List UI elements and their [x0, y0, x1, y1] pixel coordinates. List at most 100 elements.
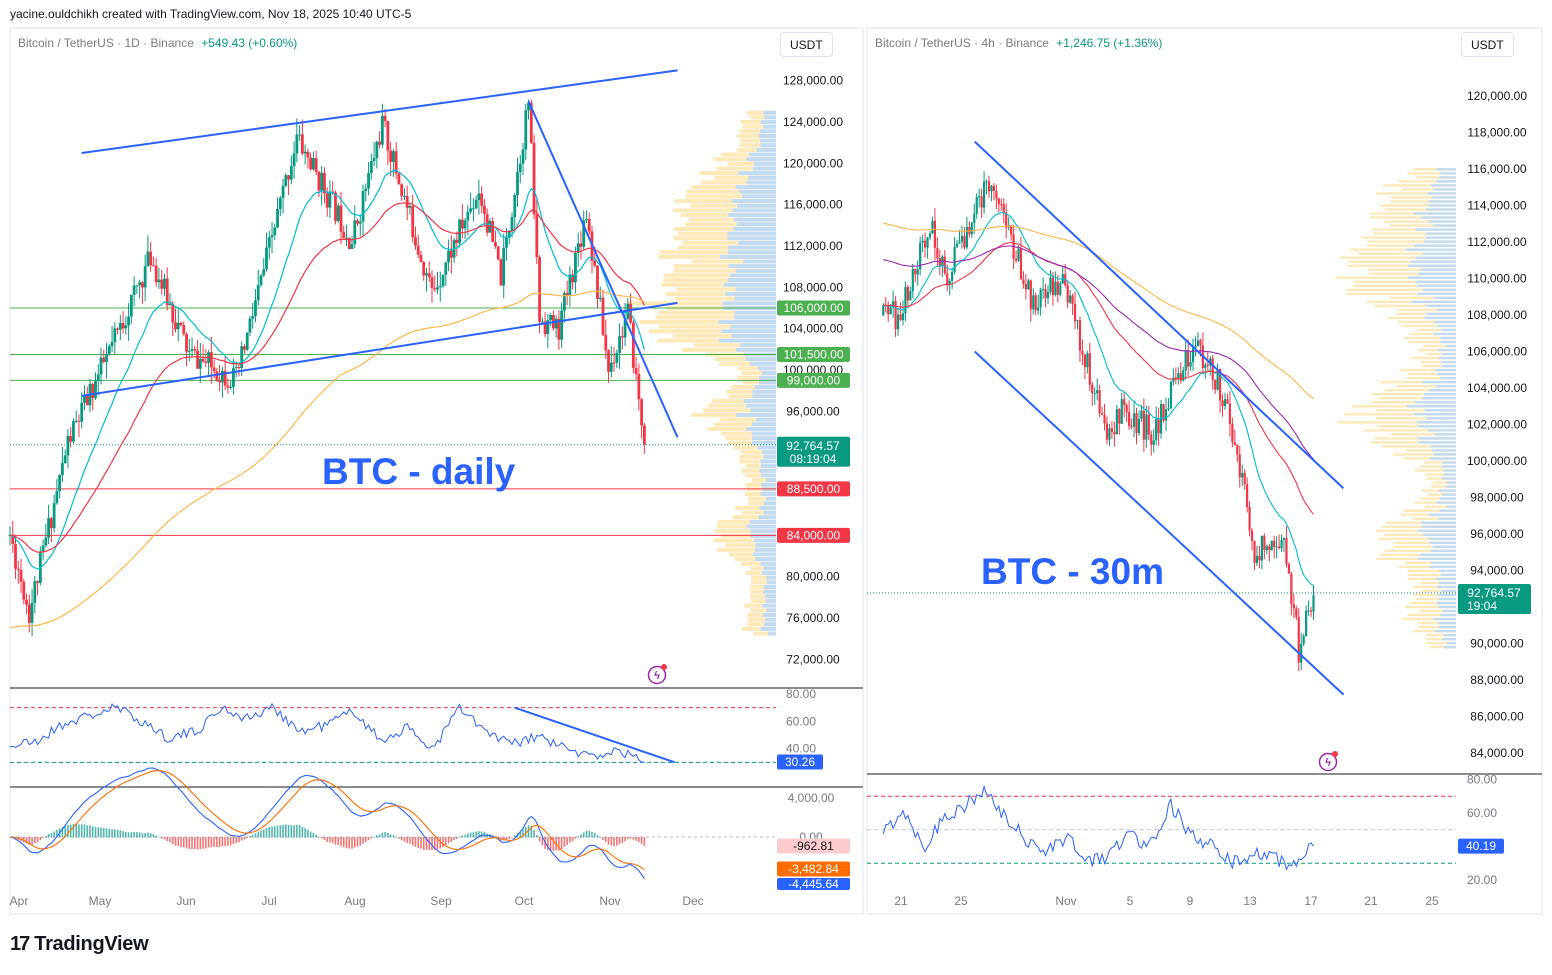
- left-volume-profile-down: [691, 185, 776, 190]
- left-candle: [44, 537, 48, 546]
- left-volume-profile-down: [690, 203, 776, 208]
- left-macd-histogram: [351, 837, 353, 849]
- right-volume-profile-down: [1380, 204, 1456, 207]
- left-volume-profile-down: [741, 371, 776, 376]
- right-chart[interactable]: 120,000.00 118,000.00 116,000.00 114,000.00…: [866, 27, 1543, 915]
- left-macd-histogram: [229, 837, 232, 846]
- right-y-tick: 96,000.00: [1470, 527, 1524, 541]
- left-candle: [375, 141, 379, 159]
- left-volume-profile-down: [737, 366, 776, 371]
- left-volume-profile-up: [739, 189, 776, 194]
- left-volume-profile-down: [744, 603, 776, 608]
- right-volume-profile-up: [1424, 240, 1456, 243]
- right-candle: [1041, 289, 1045, 291]
- left-y-tick: 128,000.00: [783, 74, 843, 88]
- left-chart[interactable]: 128,000.00 124,000.00 120,000.00 116,000.00…: [8, 27, 864, 915]
- left-volume-profile-down: [741, 468, 776, 473]
- left-level-label-bg: [777, 347, 850, 362]
- left-volume-profile-up: [750, 533, 776, 538]
- right-currency-button[interactable]: USDT: [1461, 32, 1514, 57]
- left-candle: [41, 545, 45, 552]
- left-candle: [212, 367, 216, 372]
- left-volume-profile-up: [729, 273, 776, 278]
- left-macd-histogram: [411, 837, 414, 846]
- left-macd-histogram: [442, 837, 444, 848]
- left-level-label: 99,000.00: [787, 373, 841, 387]
- left-macd-histogram: [580, 834, 582, 838]
- left-volume-profile-up: [738, 240, 776, 245]
- left-volume-profile-down: [742, 510, 776, 515]
- right-candle: [1096, 390, 1099, 394]
- right-volume-profile-up: [1411, 260, 1456, 263]
- right-volume-profile-down: [1371, 393, 1456, 396]
- right-alert-icon-glyph: ϟ: [1325, 757, 1331, 769]
- right-candle: [1206, 364, 1209, 366]
- left-volume-profile-down: [676, 287, 776, 292]
- right-candle: [1108, 428, 1111, 440]
- right-volume-profile-up: [1419, 553, 1456, 557]
- left-volume-profile-up: [743, 259, 776, 264]
- right-candle: [1093, 393, 1096, 395]
- right-volume-profile-up: [1406, 405, 1456, 408]
- left-volume-profile-up: [733, 226, 776, 231]
- right-candle: [1243, 472, 1246, 485]
- right-volume-profile-down: [1401, 617, 1456, 621]
- left-candle: [287, 175, 290, 180]
- left-volume-profile-down: [714, 529, 776, 534]
- left-candle: [372, 158, 376, 162]
- left-volume-profile-up: [735, 268, 776, 273]
- left-macd-histogram: [530, 826, 533, 838]
- right-volume-profile-up: [1430, 457, 1456, 460]
- left-volume-profile-down: [691, 412, 776, 417]
- left-volume-profile-down: [711, 399, 776, 403]
- left-macd-histogram: [624, 837, 626, 842]
- left-candle: [110, 341, 114, 347]
- left-volume-profile-down: [717, 547, 776, 552]
- right-volume-profile-up: [1435, 368, 1456, 372]
- right-volume-profile-down: [1407, 172, 1456, 175]
- right-volume-profile-up: [1414, 413, 1456, 416]
- left-volume-profile-down: [680, 213, 776, 217]
- right-volume-profile-down: [1423, 344, 1456, 348]
- right-volume-profile-down: [1398, 180, 1456, 183]
- left-volume-profile-down: [745, 464, 776, 469]
- right-candle: [1179, 373, 1182, 381]
- left-macd-histogram: [613, 837, 615, 847]
- right-volume-profile-down: [1407, 613, 1456, 617]
- left-volume-profile-up: [759, 375, 776, 380]
- left-candle: [187, 350, 191, 352]
- left-macd-histogram: [152, 833, 155, 838]
- left-macd-histogram: [315, 834, 317, 838]
- left-macd-histogram: [571, 837, 574, 842]
- right-candle: [938, 258, 941, 266]
- right-volume-profile-up: [1446, 485, 1456, 488]
- right-volume-profile-up: [1425, 409, 1456, 412]
- left-candle: [140, 282, 144, 288]
- left-currency-button[interactable]: USDT: [780, 32, 833, 57]
- left-macd-histogram: [235, 837, 237, 844]
- left-candle: [243, 346, 246, 350]
- right-volume-profile-up: [1443, 645, 1456, 649]
- left-macd-histogram: [409, 837, 411, 844]
- tradingview-logo[interactable]: 17 TradingView: [10, 933, 149, 956]
- right-candle: [1147, 414, 1150, 435]
- left-volume-profile-down: [749, 594, 776, 599]
- left-candle: [505, 237, 508, 248]
- left-rsi-trendline: [514, 706, 676, 764]
- left-volume-profile-down: [753, 631, 776, 636]
- left-volume-profile-up: [728, 213, 776, 217]
- left-macd-histogram: [108, 828, 111, 838]
- left-y-tick: 96,000.00: [786, 404, 840, 418]
- right-volume-profile-down: [1416, 597, 1456, 601]
- right-candle: [1159, 404, 1163, 434]
- left-macd-histogram: [480, 831, 483, 838]
- left-candle: [267, 237, 271, 248]
- right-x-tick: Nov: [1055, 894, 1076, 908]
- right-candle: [1071, 295, 1074, 304]
- left-volume-profile-down: [672, 208, 776, 213]
- right-candle: [995, 190, 998, 199]
- left-candle: [458, 219, 461, 243]
- left-volume-profile-down: [750, 585, 776, 589]
- left-macd-histogram: [370, 837, 373, 839]
- right-candle: [1204, 364, 1207, 368]
